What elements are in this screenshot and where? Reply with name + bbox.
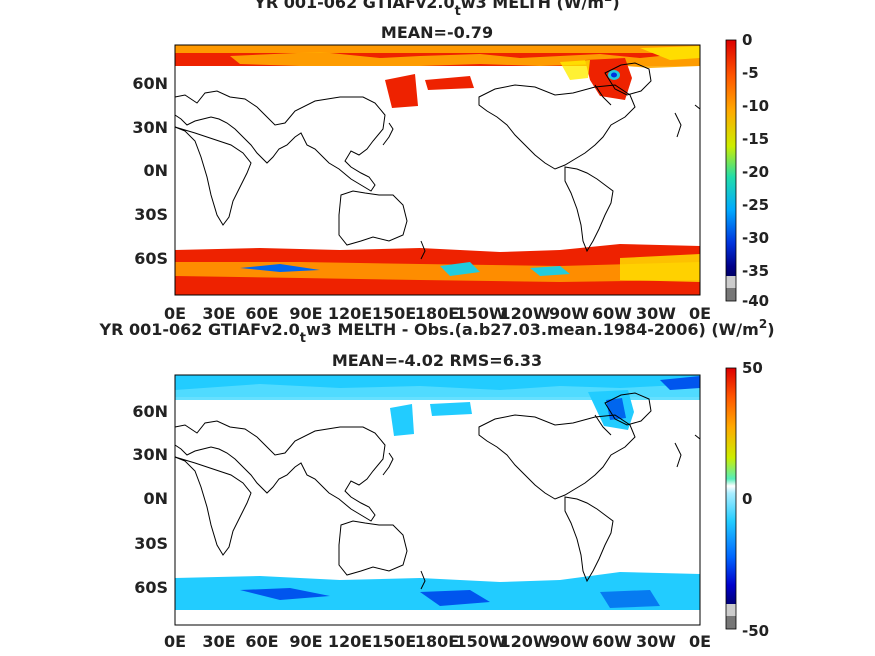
colorbar-tick: -5 [742,64,759,82]
panel-1: YR 001-062 GTIAFv2.0tw3 MELTH (W/m2) MEA… [132,0,769,323]
panel-2-stats: MEAN=-4.02 RMS=6.33 [332,351,542,370]
colorbar-tick: -15 [742,130,769,148]
panel-1-map [174,44,701,296]
lat-label: 30S [134,534,168,553]
lat-label: 30N [132,445,168,464]
lon-label: 150E [372,304,416,323]
lat-label: 30S [134,205,168,224]
colorbar-scale [726,40,736,276]
lon-label: 0E [689,304,711,323]
panel-2-lat-axis: 60N 30N 0N 30S 60S [132,402,168,597]
panel-1-stats: MEAN=-0.79 [381,23,493,42]
lon-label: 120W [499,304,550,323]
lat-label: 30N [132,118,168,137]
lon-label: 30W [636,632,676,651]
melt-okhotsk [385,74,418,108]
lat-label: 60N [132,402,168,421]
lon-label: 150E [372,632,416,651]
colorbar-tick: 50 [742,359,763,377]
panel-1-lat-axis: 60N 30N 0N 30S 60S [132,74,168,268]
panel-1-lon-axis: 0E 30E 60E 90E 120E 150E 180E 150W 120W … [164,304,711,323]
lat-label: 60S [134,578,168,597]
lon-label: 90E [289,632,322,651]
lat-label: 0N [143,489,168,508]
lon-label: 150W [455,632,506,651]
colorbar-tick: -40 [742,292,769,310]
bias-okhotsk [390,404,414,436]
lon-label: 60E [245,304,278,323]
panel-2: YR 001-062 GTIAFv2.0tw3 MELTH - Obs.(a.b… [99,317,775,651]
lon-label: 30E [202,632,235,651]
panel-2-title: YR 001-062 GTIAFv2.0tw3 MELTH - Obs.(a.b… [99,317,775,346]
map-frame [174,44,701,296]
lon-label: 60W [592,632,632,651]
panel-2-colorbar: 50 0 -50 [725,359,769,640]
melt-arctic-band [175,45,700,53]
colorbar-tick: -30 [742,229,769,247]
lon-label: 120W [499,632,550,651]
colorbar-scale [726,368,736,604]
lon-label: 150W [455,304,506,323]
lon-label: 120E [328,304,372,323]
lon-label: 120E [328,632,372,651]
lat-label: 60S [134,249,168,268]
lon-label: 90W [549,304,589,323]
lon-label: 180E [415,632,459,651]
melt-bering [425,76,474,90]
lon-label: 0E [164,632,186,651]
lon-label: 0E [689,632,711,651]
map-frame [174,374,701,626]
colorbar-tick: -25 [742,196,769,214]
lon-label: 90W [549,632,589,651]
colorbar-tick: 0 [742,490,752,508]
lon-label: 0E [164,304,186,323]
lon-label: 90E [289,304,322,323]
lon-label: 180E [415,304,459,323]
panel-2-lon-axis: 0E 30E 60E 90E 120E 150E 180E 150W 120W … [164,632,711,651]
panel-2-map [174,374,701,626]
lon-label: 60E [245,632,278,651]
colorbar-tick: 0 [742,31,752,49]
panel-1-colorbar: 0 -5 -10 -15 -20 -25 -30 -35 -40 [725,31,769,310]
lon-label: 30W [636,304,676,323]
colorbar-tick: -50 [742,622,769,640]
lat-label: 60N [132,74,168,93]
lon-label: 60W [592,304,632,323]
lat-label: 0N [143,161,168,180]
lon-label: 30E [202,304,235,323]
colorbar-tick: -35 [742,262,769,280]
colorbar-tick: -10 [742,97,769,115]
panel-1-title: YR 001-062 GTIAFv2.0tw3 MELTH (W/m2) [253,0,619,19]
colorbar-tick: -20 [742,163,769,181]
bias-southern-ocean [175,572,700,610]
